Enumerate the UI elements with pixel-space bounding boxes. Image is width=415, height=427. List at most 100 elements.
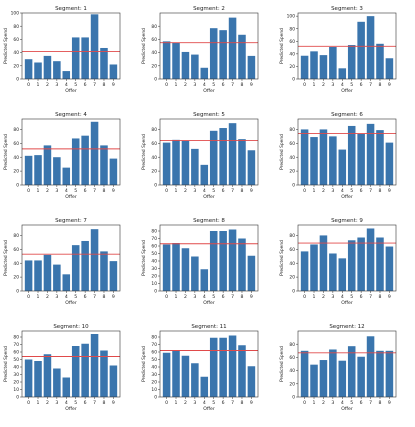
bar-offer-8 [238, 238, 246, 291]
bar-offer-7 [366, 16, 375, 79]
x-tick-label: 3 [55, 82, 58, 88]
bar-offer-5 [347, 240, 356, 291]
x-tick-label: 8 [241, 400, 244, 406]
segment-chart-7: Segment: 7 0 20 40 60 80 0 1 2 3 4 5 6 7 8 9 Offer Predic… [0, 212, 137, 317]
bar-offer-7 [228, 123, 237, 185]
bar-offer-5 [209, 231, 218, 291]
bar-offer-7 [366, 123, 375, 185]
x-tick-label: 7 [369, 188, 372, 194]
y-tick-label: 60 [289, 355, 295, 361]
x-axis-label: Offer [203, 406, 215, 412]
x-axis-label: Offer [203, 88, 215, 94]
x-tick-label: 2 [184, 188, 187, 194]
bar-offer-2 [319, 360, 328, 397]
bar-offer-1 [310, 364, 318, 397]
y-tick-label: 50 [151, 251, 157, 257]
x-tick-label: 4 [341, 82, 344, 88]
bar-offer-0 [300, 129, 309, 185]
x-tick-label: 6 [84, 294, 87, 300]
x-tick-label: 5 [74, 400, 77, 406]
x-tick-label: 1 [175, 294, 178, 300]
y-tick-label: 40 [151, 365, 157, 371]
y-tick-label: 30 [13, 372, 19, 378]
bar-offer-0 [162, 142, 171, 185]
bar-offer-0 [300, 55, 309, 79]
y-tick-label: 20 [151, 63, 157, 69]
y-tick-label: 80 [151, 229, 157, 235]
x-tick-label: 3 [193, 294, 196, 300]
bar-offer-1 [34, 62, 42, 79]
x-tick-label: 6 [222, 400, 225, 406]
y-axis-label: Predicted Spend [141, 240, 147, 276]
bar-offer-3 [329, 46, 337, 79]
y-tick-label: 40 [151, 50, 157, 56]
x-tick-label: 1 [37, 82, 40, 88]
chart-title: Segment: 10 [53, 324, 89, 330]
x-tick-label: 0 [27, 188, 30, 194]
bar-offer-5 [71, 245, 80, 291]
x-tick-label: 1 [175, 188, 178, 194]
x-tick-label: 9 [388, 294, 391, 300]
bar-offer-7 [228, 229, 237, 291]
x-tick-label: 7 [231, 400, 234, 406]
bar-offer-5 [347, 125, 356, 185]
bar-offer-1 [310, 51, 318, 79]
y-tick-label: 80 [13, 24, 19, 30]
chart-svg: Segment: 1 0 20 40 60 80 100 0 1 2 3 4 5 6 7 8 9 Offer Pre… [3, 6, 121, 94]
bar-offer-7 [90, 14, 99, 79]
bar-offer-2 [181, 355, 190, 397]
y-tick-label: 10 [151, 387, 157, 393]
bar-offer-1 [34, 361, 42, 397]
bar-offer-1 [172, 139, 180, 185]
x-tick-label: 6 [84, 82, 87, 88]
x-tick-label: 8 [103, 400, 106, 406]
x-tick-label: 0 [303, 400, 306, 406]
y-tick-label: 80 [151, 127, 157, 133]
bar-offer-4 [62, 167, 71, 185]
y-axis-label: Predicted Spend [279, 240, 285, 276]
chart-title: Segment: 2 [193, 6, 225, 12]
x-tick-label: 5 [350, 294, 353, 300]
y-tick-label: 40 [13, 261, 19, 267]
axes-frame [297, 118, 397, 186]
axes-frame [297, 330, 397, 398]
x-tick-label: 0 [27, 294, 30, 300]
x-tick-label: 9 [112, 188, 115, 194]
x-tick-label: 2 [46, 82, 49, 88]
y-tick-label: 60 [151, 141, 157, 147]
x-tick-label: 2 [46, 294, 49, 300]
x-tick-label: 0 [303, 294, 306, 300]
y-tick-label: 40 [13, 50, 19, 56]
y-tick-label: 0 [16, 395, 19, 401]
chart-title: Segment: 11 [191, 324, 226, 330]
bar-offer-7 [90, 121, 99, 185]
x-tick-label: 5 [212, 188, 215, 194]
x-tick-label: 3 [55, 294, 58, 300]
bar-offer-4 [200, 376, 209, 397]
segment-chart-2: Segment: 2 0 20 40 60 80 0 1 2 3 4 5 6 7 8 9 Offer Predic… [138, 0, 275, 105]
x-tick-label: 4 [65, 400, 68, 406]
y-axis-label: Predicted Spend [279, 134, 285, 170]
y-tick-label: 80 [151, 24, 157, 30]
x-tick-label: 7 [369, 294, 372, 300]
x-axis-label: Offer [65, 300, 77, 306]
x-tick-label: 4 [203, 400, 206, 406]
x-tick-label: 3 [55, 188, 58, 194]
y-axis-label: Predicted Spend [3, 28, 9, 64]
x-tick-label: 2 [46, 188, 49, 194]
bar-offer-1 [310, 244, 318, 291]
y-tick-label: 20 [151, 274, 157, 280]
y-axis-label: Predicted Spend [279, 28, 285, 64]
bar-offer-5 [71, 346, 80, 397]
y-tick-label: 70 [13, 342, 19, 348]
y-tick-label: 20 [289, 275, 295, 281]
bar-offer-9 [385, 142, 394, 185]
chart-svg: Segment: 2 0 20 40 60 80 0 1 2 3 4 5 6 7 8 9 Offer Predic… [141, 6, 259, 94]
bar-offer-6 [357, 133, 365, 185]
y-tick-label: 40 [289, 155, 295, 161]
x-tick-label: 9 [388, 82, 391, 88]
chart-svg: Segment: 9 0 20 40 60 80 0 1 2 3 4 5 6 7 8 9 Offer Predic… [279, 218, 397, 306]
segment-chart-10: Segment: 10 0 10 20 30 40 50 60 70 80 0 1 2 3 4 5 6 7 8 9 Of… [0, 318, 137, 423]
